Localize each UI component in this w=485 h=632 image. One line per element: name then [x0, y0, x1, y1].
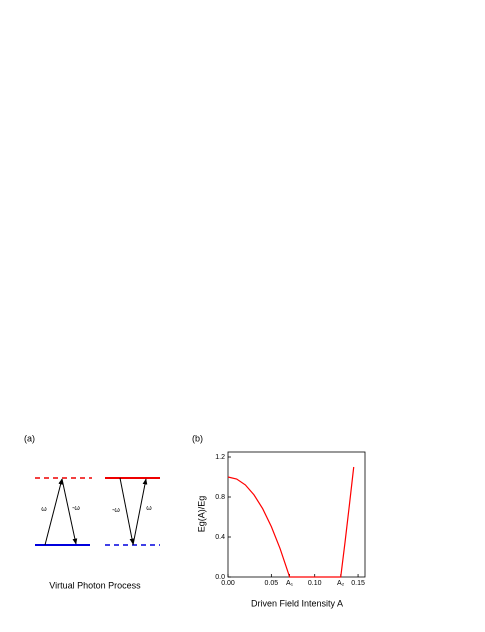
x-axis-title: Driven Field Intensity A	[251, 598, 343, 608]
y-tick-label: 1.2	[215, 454, 225, 461]
x-tick-label: 0.10	[308, 580, 322, 587]
arrow	[61, 478, 78, 545]
x-tick-label: 0.00	[221, 580, 235, 587]
caption: Virtual Photon Process	[49, 580, 141, 590]
arrow	[44, 478, 63, 546]
x-tick-label: 0.15	[351, 580, 365, 587]
arrow-label: -ω	[72, 505, 80, 512]
y-axis-title: Eg(A)/Eg	[196, 496, 206, 533]
y-tick-label: 0.8	[215, 494, 225, 501]
panel-label: (b)	[192, 433, 203, 443]
x-tick-label: 0.05	[265, 580, 279, 587]
plot-frame	[227, 451, 366, 578]
panel-label: (a)	[24, 433, 35, 443]
y-tick-label: 0.0	[215, 574, 225, 581]
arrow-label: ω	[146, 505, 152, 512]
arrow-label: -ω	[112, 507, 120, 514]
line	[227, 466, 355, 578]
x-tick-label: A₂	[337, 580, 345, 587]
arrow	[119, 477, 135, 545]
y-tick-label: 0.4	[215, 534, 225, 541]
arrow	[132, 478, 148, 546]
arrow-label: ω	[41, 506, 47, 513]
x-tick-label: A₁	[286, 580, 294, 587]
